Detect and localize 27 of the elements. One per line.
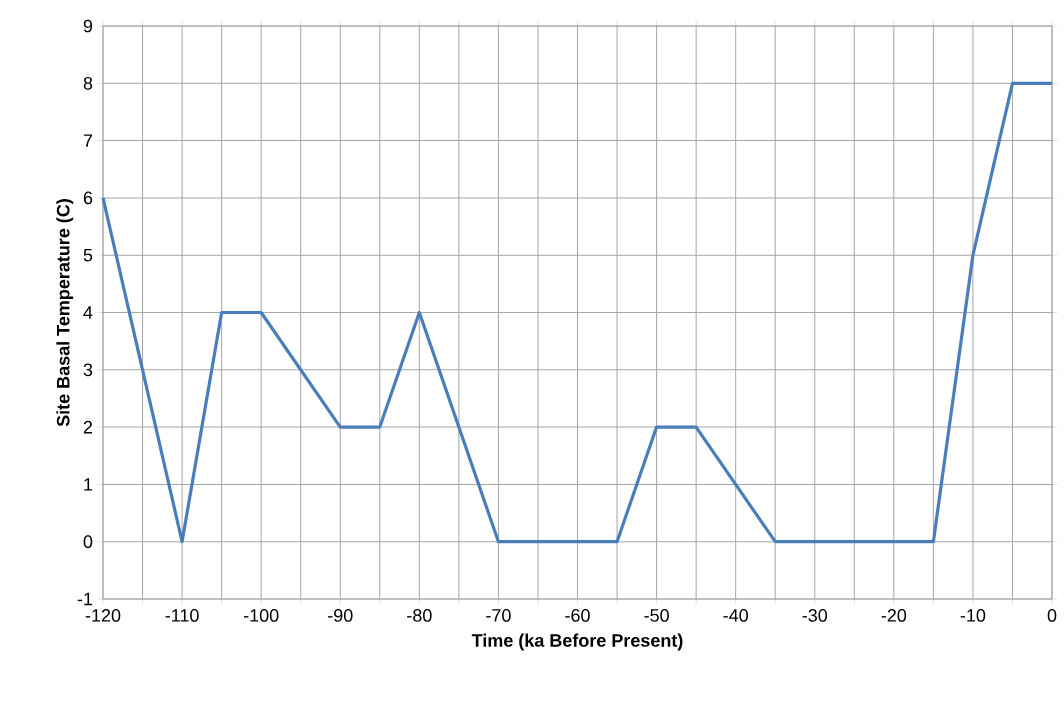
y-tick-label: 9 bbox=[83, 19, 93, 33]
x-tick-label: -90 bbox=[328, 609, 353, 622]
y-tick-label: 7 bbox=[83, 134, 93, 147]
y-tick-label: 8 bbox=[83, 76, 93, 90]
y-tick-label: 4 bbox=[83, 306, 93, 319]
x-axis-title: Time (ka Before Present) bbox=[471, 633, 683, 651]
x-tick-label: -70 bbox=[486, 609, 511, 622]
y-tick-label: 3 bbox=[83, 363, 93, 377]
y-tick-label: 5 bbox=[83, 248, 93, 262]
y-tick-label: 0 bbox=[83, 535, 93, 549]
x-tick-label: -50 bbox=[644, 609, 669, 622]
x-tick-label: -40 bbox=[723, 609, 748, 622]
y-tick-label: -1 bbox=[77, 592, 93, 606]
y-axis-title: Site Basal Temperature (C) bbox=[56, 199, 74, 427]
line-series bbox=[101, 81, 1054, 544]
x-tick-label: -120 bbox=[85, 609, 121, 622]
x-tick-label: -20 bbox=[881, 609, 907, 622]
x-tick-label: -80 bbox=[407, 609, 432, 622]
x-tick-label: -30 bbox=[802, 609, 828, 622]
x-tick-label: 0 bbox=[1047, 609, 1057, 622]
x-tick-label: -110 bbox=[165, 609, 199, 622]
y-tick-label: 2 bbox=[83, 420, 93, 434]
x-tick-label: -60 bbox=[565, 609, 590, 622]
y-tick-label: 6 bbox=[83, 191, 93, 205]
x-tick-label: -10 bbox=[960, 609, 986, 622]
y-tick-label: 1 bbox=[84, 478, 93, 491]
x-tick-label: -100 bbox=[243, 609, 279, 622]
